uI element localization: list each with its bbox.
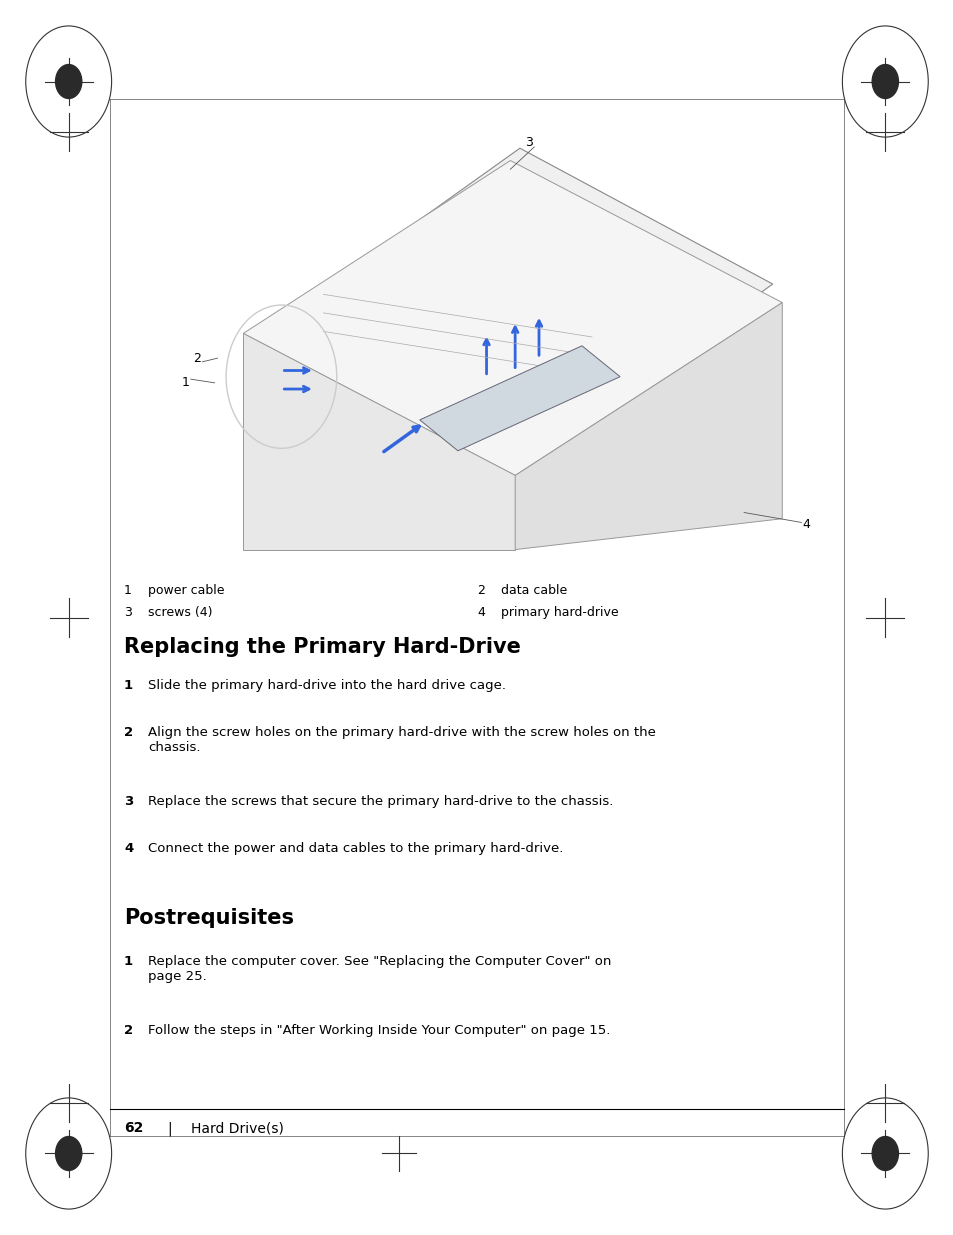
Text: 1: 1 <box>124 584 132 598</box>
Text: data cable: data cable <box>500 584 566 598</box>
Text: Connect the power and data cables to the primary hard-drive.: Connect the power and data cables to the… <box>148 842 562 856</box>
Text: Replace the screws that secure the primary hard-drive to the chassis.: Replace the screws that secure the prima… <box>148 795 613 809</box>
Text: 1: 1 <box>124 955 133 968</box>
Text: 2: 2 <box>124 1024 133 1037</box>
Polygon shape <box>419 346 619 451</box>
Text: 2: 2 <box>124 726 133 740</box>
Text: Replace the computer cover. See "Replacing the Computer Cover" on
page 25.: Replace the computer cover. See "Replaci… <box>148 955 611 983</box>
Polygon shape <box>243 333 515 550</box>
Text: |: | <box>167 1121 172 1136</box>
Text: 3: 3 <box>124 795 133 809</box>
Polygon shape <box>243 161 781 475</box>
Text: Replacing the Primary Hard-Drive: Replacing the Primary Hard-Drive <box>124 637 520 657</box>
Circle shape <box>871 64 898 99</box>
Text: 1: 1 <box>182 377 190 389</box>
Circle shape <box>55 64 82 99</box>
FancyBboxPatch shape <box>176 142 815 568</box>
Text: 62: 62 <box>124 1121 143 1135</box>
Text: 2: 2 <box>476 584 484 598</box>
Text: Align the screw holes on the primary hard-drive with the screw holes on the
chas: Align the screw holes on the primary har… <box>148 726 655 755</box>
Text: screws (4): screws (4) <box>148 606 213 620</box>
Circle shape <box>55 1136 82 1171</box>
Text: primary hard-drive: primary hard-drive <box>500 606 618 620</box>
Text: 3: 3 <box>124 606 132 620</box>
Circle shape <box>871 1136 898 1171</box>
Text: 2: 2 <box>193 352 201 364</box>
Text: power cable: power cable <box>148 584 224 598</box>
Text: 4: 4 <box>476 606 484 620</box>
Text: Postrequisites: Postrequisites <box>124 908 294 927</box>
Text: 3: 3 <box>525 136 533 148</box>
Text: Slide the primary hard-drive into the hard drive cage.: Slide the primary hard-drive into the ha… <box>148 679 505 693</box>
Polygon shape <box>515 303 781 550</box>
Text: 4: 4 <box>801 519 809 531</box>
Text: Follow the steps in "After Working Inside Your Computer" on page 15.: Follow the steps in "After Working Insid… <box>148 1024 610 1037</box>
Polygon shape <box>243 148 772 482</box>
Text: Hard Drive(s): Hard Drive(s) <box>191 1121 283 1135</box>
Text: 4: 4 <box>124 842 133 856</box>
Text: 1: 1 <box>124 679 133 693</box>
